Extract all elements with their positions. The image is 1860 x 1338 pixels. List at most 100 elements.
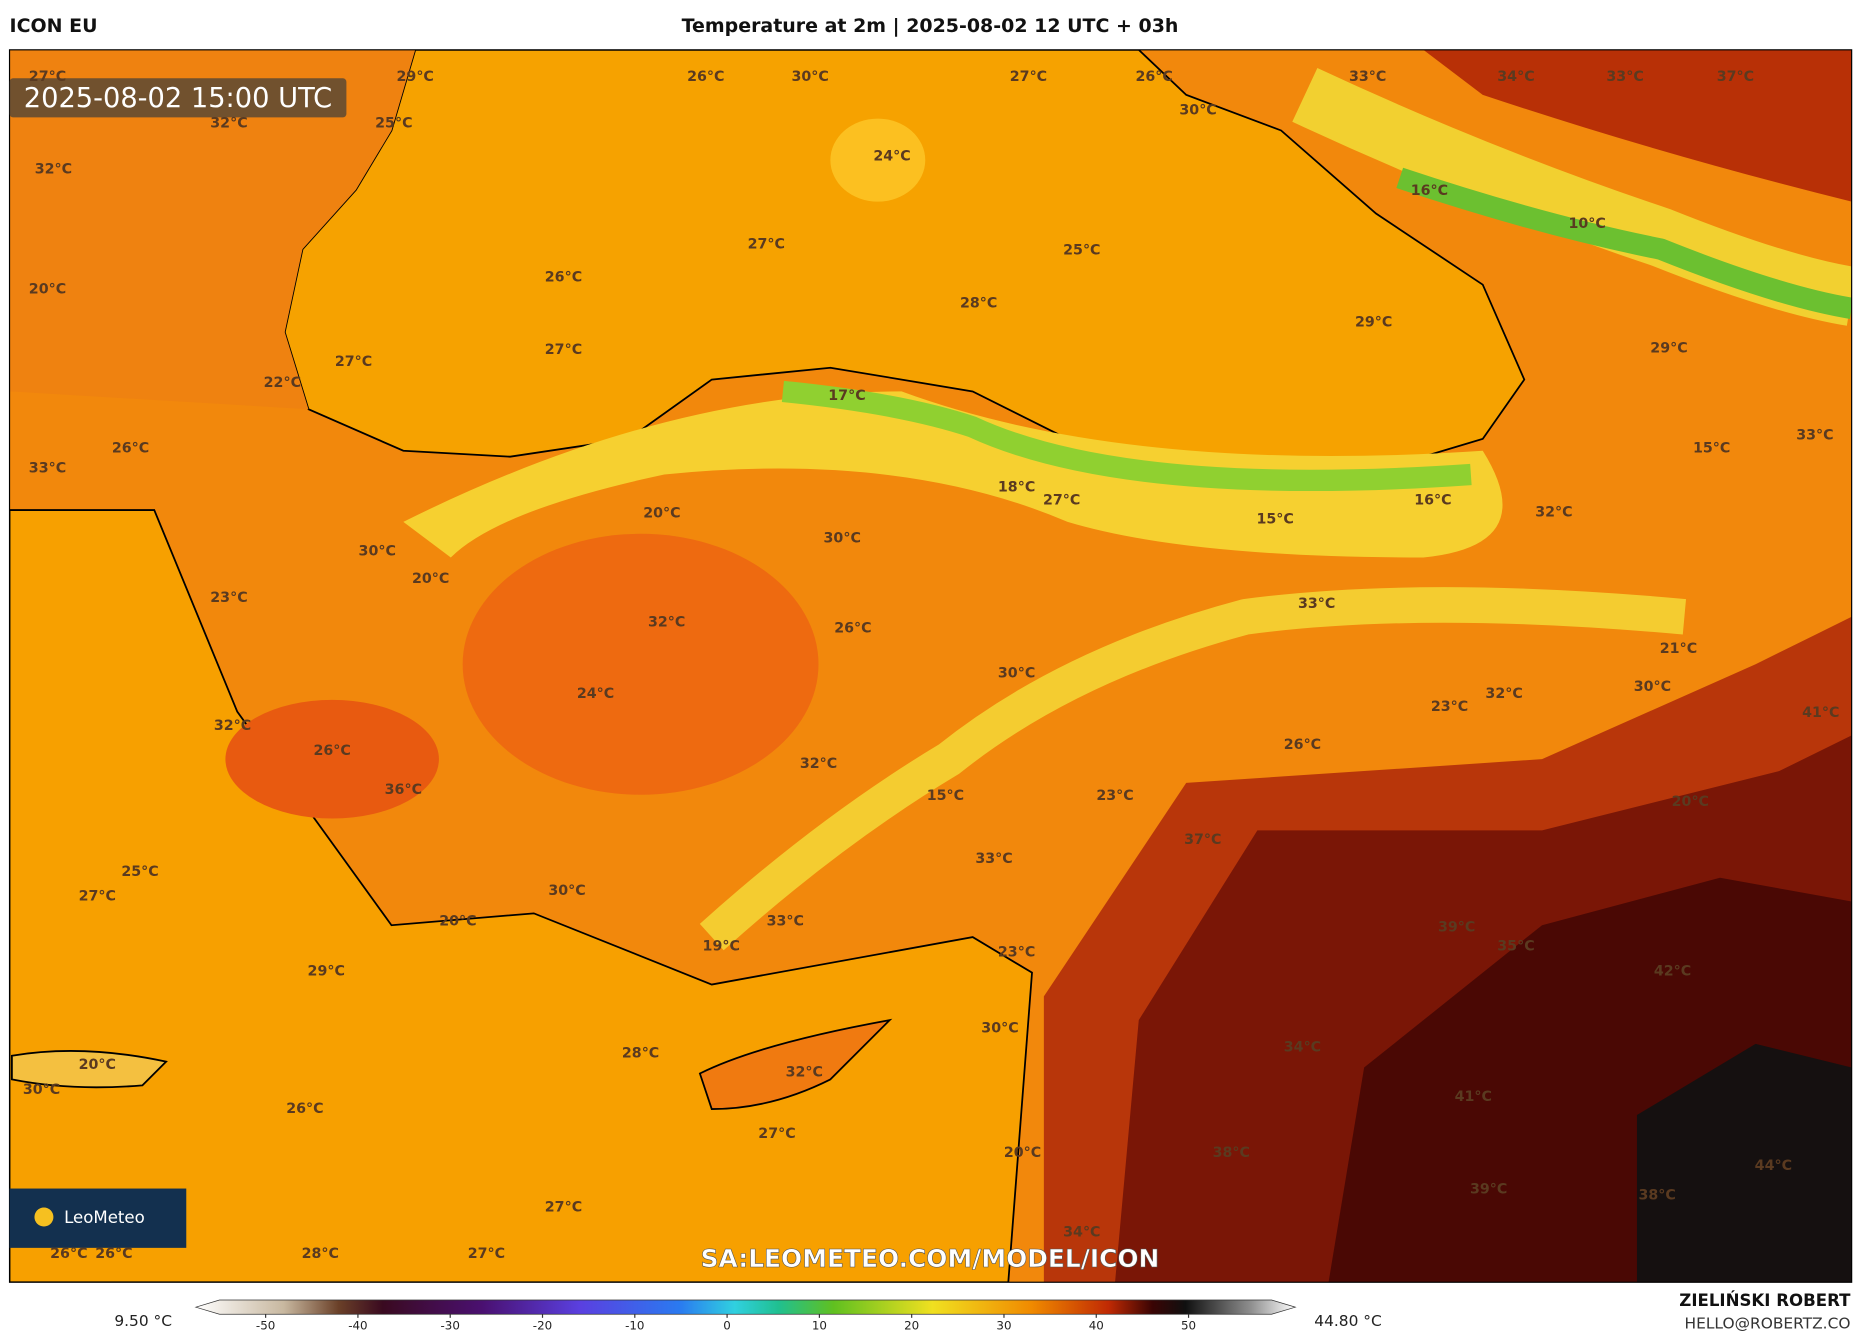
temperature-label: 26°C bbox=[1284, 737, 1321, 753]
temperature-label: 33°C bbox=[1606, 69, 1643, 85]
temperature-label: 26°C bbox=[95, 1246, 132, 1262]
temperature-label: 24°C bbox=[577, 686, 614, 702]
author: ZIELIŃSKI ROBERT bbox=[1679, 1291, 1851, 1310]
temperature-label: 34°C bbox=[1284, 1039, 1321, 1055]
temperature-label: 35°C bbox=[1497, 939, 1534, 955]
temperature-label: 15°C bbox=[927, 788, 964, 804]
colorbar-tick-label: -20 bbox=[533, 1319, 552, 1333]
temperature-label: 30°C bbox=[1179, 102, 1216, 118]
temperature-label: 32°C bbox=[35, 162, 72, 178]
temperature-label: 30°C bbox=[792, 69, 829, 85]
colorbar: -50 -40 -30 -20 -10 0 10 20 30 40 50 bbox=[194, 1299, 1297, 1333]
temperature-label: 29°C bbox=[308, 963, 345, 979]
temperature-label: 27°C bbox=[79, 889, 116, 905]
temperature-label: 33°C bbox=[1796, 427, 1833, 443]
logo-sun bbox=[34, 1207, 54, 1227]
temperature-label: 32°C bbox=[1485, 686, 1522, 702]
temperature-label: 30°C bbox=[548, 883, 585, 899]
colorbar-max: 44.80 °C bbox=[1314, 1312, 1381, 1330]
temperature-label: 30°C bbox=[981, 1020, 1018, 1036]
temperature-label: 34°C bbox=[1063, 1224, 1100, 1240]
temperature-label: 20°C bbox=[29, 281, 66, 297]
temperature-label: 27°C bbox=[545, 1200, 582, 1216]
temperature-label: 27°C bbox=[758, 1126, 795, 1142]
temperature-label: 27°C bbox=[468, 1246, 505, 1262]
temperature-label: 29°C bbox=[1355, 315, 1392, 331]
temperature-label: 26°C bbox=[834, 621, 871, 637]
temperature-label: 28°C bbox=[960, 296, 997, 312]
colorbar-tick-label: 40 bbox=[1089, 1319, 1104, 1333]
temperature-label: 32°C bbox=[800, 756, 837, 772]
temperature-label: 24°C bbox=[873, 149, 910, 165]
map-title: Temperature at 2m | 2025-08-02 12 UTC + … bbox=[682, 15, 1179, 37]
temperature-label: 29°C bbox=[1650, 341, 1687, 357]
temperature-label: 27°C bbox=[1010, 69, 1047, 85]
temperature-label: 32°C bbox=[786, 1064, 823, 1080]
colorbar-tick-label: 0 bbox=[723, 1319, 731, 1333]
temperature-label: 26°C bbox=[687, 69, 724, 85]
temperature-label: 32°C bbox=[210, 115, 247, 131]
temperature-label: 30°C bbox=[1634, 679, 1671, 695]
temperature-label: 21°C bbox=[1660, 641, 1697, 657]
watermark: SA:LEOMETEO.COM/MODEL/ICON bbox=[701, 1244, 1160, 1273]
temperature-label: 16°C bbox=[1411, 183, 1448, 199]
temperature-label: 25°C bbox=[1063, 242, 1100, 258]
temperature-label: 27°C bbox=[748, 236, 785, 252]
temperature-label: 38°C bbox=[1213, 1145, 1250, 1161]
temperature-label: 28°C bbox=[622, 1045, 659, 1061]
temperature-label: 28°C bbox=[302, 1246, 339, 1262]
temperature-label: 19°C bbox=[703, 939, 740, 955]
temperature-label: 33°C bbox=[975, 851, 1012, 867]
temperature-label: 26°C bbox=[313, 743, 350, 759]
timestamp: 2025-08-02 15:00 UTC bbox=[24, 83, 332, 114]
temperature-label: 26°C bbox=[112, 440, 149, 456]
temperature-label: 37°C bbox=[1717, 69, 1754, 85]
temperature-label: 29°C bbox=[397, 69, 434, 85]
temperature-label: 17°C bbox=[828, 388, 865, 404]
colorbar-min: 9.50 °C bbox=[114, 1312, 172, 1330]
colorbar-tick-label: -50 bbox=[256, 1319, 275, 1333]
temperature-label: 10°C bbox=[1568, 216, 1605, 232]
temperature-label: 20°C bbox=[439, 914, 476, 930]
temperature-label: 26°C bbox=[286, 1101, 323, 1117]
temperature-label: 39°C bbox=[1438, 920, 1475, 936]
temperature-label: 15°C bbox=[1257, 512, 1294, 528]
temperature-label: 44°C bbox=[1755, 1158, 1792, 1174]
temperature-label: 26°C bbox=[1136, 69, 1173, 85]
colorbar-body bbox=[194, 1299, 1297, 1315]
colorbar-tick-label: -10 bbox=[625, 1319, 644, 1333]
email: HELLO@ROBERTZ.CO bbox=[1685, 1315, 1851, 1333]
temperature-label: 27°C bbox=[29, 69, 66, 85]
temperature-label: 26°C bbox=[50, 1246, 87, 1262]
temperature-label: 25°C bbox=[121, 864, 158, 880]
temperature-label: 41°C bbox=[1455, 1089, 1492, 1105]
temperature-label: 36°C bbox=[385, 782, 422, 798]
temperature-label: 41°C bbox=[1802, 705, 1839, 721]
colorbar-tick-label: 10 bbox=[812, 1319, 827, 1333]
temperature-label: 37°C bbox=[1184, 832, 1221, 848]
temperature-label: 20°C bbox=[1672, 794, 1709, 810]
temperature-label: 33°C bbox=[767, 914, 804, 930]
temperature-label: 20°C bbox=[412, 571, 449, 587]
colorbar-tick-label: 50 bbox=[1181, 1319, 1196, 1333]
colorbar-tick-label: -40 bbox=[348, 1319, 367, 1333]
temperature-label: 32°C bbox=[214, 718, 251, 734]
temperature-label: 27°C bbox=[335, 354, 372, 370]
colorbar-tick-label: 20 bbox=[904, 1319, 919, 1333]
temperature-label: 25°C bbox=[375, 115, 412, 131]
temperature-label: 22°C bbox=[264, 375, 301, 391]
timestamp-box bbox=[9, 78, 347, 118]
temperature-label: 26°C bbox=[545, 270, 582, 286]
temperature-labels: 27°C 29°C 26°C 30°C 27°C 26°C 33°C 34°C 33°C 37°C… bbox=[23, 69, 1840, 1262]
temperature-label: 42°C bbox=[1654, 963, 1691, 979]
temperature-label: 33°C bbox=[29, 461, 66, 477]
temperature-label: 23°C bbox=[210, 590, 247, 606]
map bbox=[9, 49, 1852, 1283]
temperature-label: 20°C bbox=[643, 506, 680, 522]
temperature-label: 39°C bbox=[1470, 1182, 1507, 1198]
map-frame bbox=[8, 49, 1853, 1283]
temperature-label: 20°C bbox=[79, 1057, 116, 1073]
temperature-label: 32°C bbox=[648, 615, 685, 631]
